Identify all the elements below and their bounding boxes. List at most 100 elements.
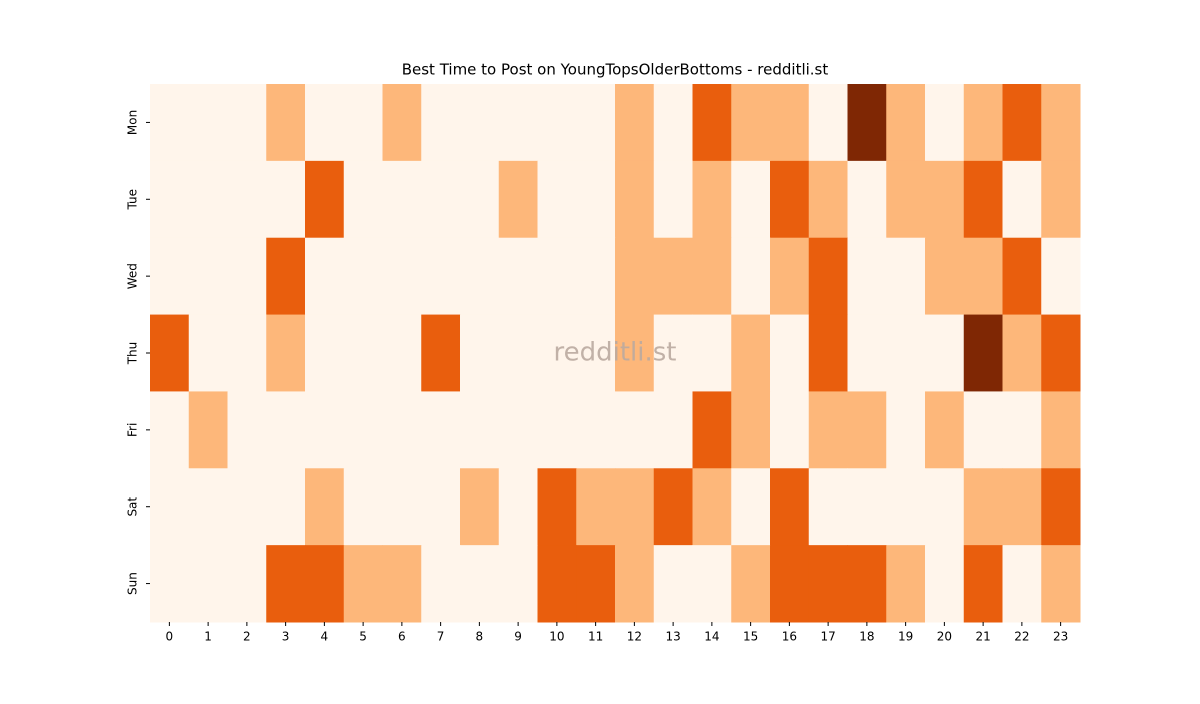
cell — [731, 314, 771, 392]
cell — [188, 160, 228, 239]
cell — [266, 160, 306, 239]
cell — [305, 160, 345, 239]
cell — [808, 391, 848, 469]
cell — [343, 237, 383, 316]
y-tick-label: Tue — [126, 189, 140, 211]
cell — [925, 545, 965, 623]
cell — [188, 84, 228, 162]
cell — [576, 391, 616, 469]
y-tick-label: Wed — [126, 263, 140, 289]
x-tick-label: 2 — [243, 630, 251, 644]
cell — [150, 545, 190, 623]
cell — [886, 391, 926, 469]
cell — [963, 391, 1003, 469]
cell — [266, 237, 306, 316]
x-tick-label: 8 — [476, 630, 484, 644]
cell — [731, 391, 771, 469]
cell — [1041, 237, 1081, 316]
cell — [305, 237, 345, 316]
cell — [305, 84, 345, 162]
cell — [1002, 545, 1042, 623]
cell — [963, 468, 1003, 546]
cell — [305, 314, 345, 392]
cell — [498, 84, 538, 162]
cell — [847, 237, 887, 316]
cell — [498, 545, 538, 623]
cell — [731, 545, 771, 623]
cell — [847, 391, 887, 469]
cell — [460, 391, 500, 469]
cell — [498, 468, 538, 546]
cell — [692, 84, 732, 162]
cell — [770, 468, 810, 546]
cell — [653, 160, 693, 239]
cell — [847, 160, 887, 239]
cell — [537, 545, 577, 623]
x-tick-label: 16 — [782, 630, 797, 644]
cell — [925, 391, 965, 469]
cell — [576, 160, 616, 239]
cell — [692, 237, 732, 316]
cell — [305, 391, 345, 469]
cell — [421, 314, 461, 392]
x-tick-label: 12 — [627, 630, 642, 644]
x-tick-label: 5 — [359, 630, 367, 644]
cell — [150, 314, 190, 392]
cell — [576, 237, 616, 316]
x-tick-label: 1 — [204, 630, 212, 644]
cell — [188, 237, 228, 316]
cell — [963, 237, 1003, 316]
cell — [808, 314, 848, 392]
cell — [537, 84, 577, 162]
cell — [692, 314, 732, 392]
cell — [692, 468, 732, 546]
cell — [498, 237, 538, 316]
x-tick-label: 7 — [437, 630, 445, 644]
axes: 0 1 2 3 4 5 6 7 8 9 10 11 12 13 14 15 16 17 18 19 20 21 22 23Mo… — [126, 110, 1069, 644]
cell — [421, 468, 461, 546]
cell — [227, 237, 267, 316]
cell — [925, 237, 965, 316]
cell — [460, 314, 500, 392]
x-tick-label: 18 — [859, 630, 874, 644]
y-tick-label: Sun — [126, 572, 140, 595]
cell — [692, 545, 732, 623]
x-tick-label: 9 — [514, 630, 522, 644]
cell — [266, 84, 306, 162]
x-tick-label: 13 — [665, 630, 680, 644]
cell — [847, 84, 887, 162]
cell — [343, 314, 383, 392]
cell — [343, 468, 383, 546]
x-tick-label: 11 — [588, 630, 603, 644]
cell — [615, 237, 655, 316]
x-tick-label: 0 — [166, 630, 174, 644]
cell — [886, 160, 926, 239]
cell — [537, 468, 577, 546]
cell — [188, 468, 228, 546]
cell — [421, 391, 461, 469]
cell — [653, 545, 693, 623]
cell — [692, 391, 732, 469]
cell — [460, 468, 500, 546]
cell — [770, 237, 810, 316]
cell — [1002, 314, 1042, 392]
x-tick-label: 22 — [1014, 630, 1029, 644]
cell — [731, 160, 771, 239]
cell — [421, 237, 461, 316]
cell — [847, 314, 887, 392]
x-tick-label: 4 — [321, 630, 329, 644]
cell — [498, 314, 538, 392]
cell — [731, 237, 771, 316]
cell — [305, 468, 345, 546]
cell — [886, 545, 926, 623]
cell — [808, 84, 848, 162]
cell — [227, 160, 267, 239]
cell — [653, 391, 693, 469]
cell — [460, 160, 500, 239]
cell — [305, 545, 345, 623]
cell — [1002, 160, 1042, 239]
x-tick-label: 17 — [820, 630, 835, 644]
cell — [963, 160, 1003, 239]
cell — [537, 314, 577, 392]
